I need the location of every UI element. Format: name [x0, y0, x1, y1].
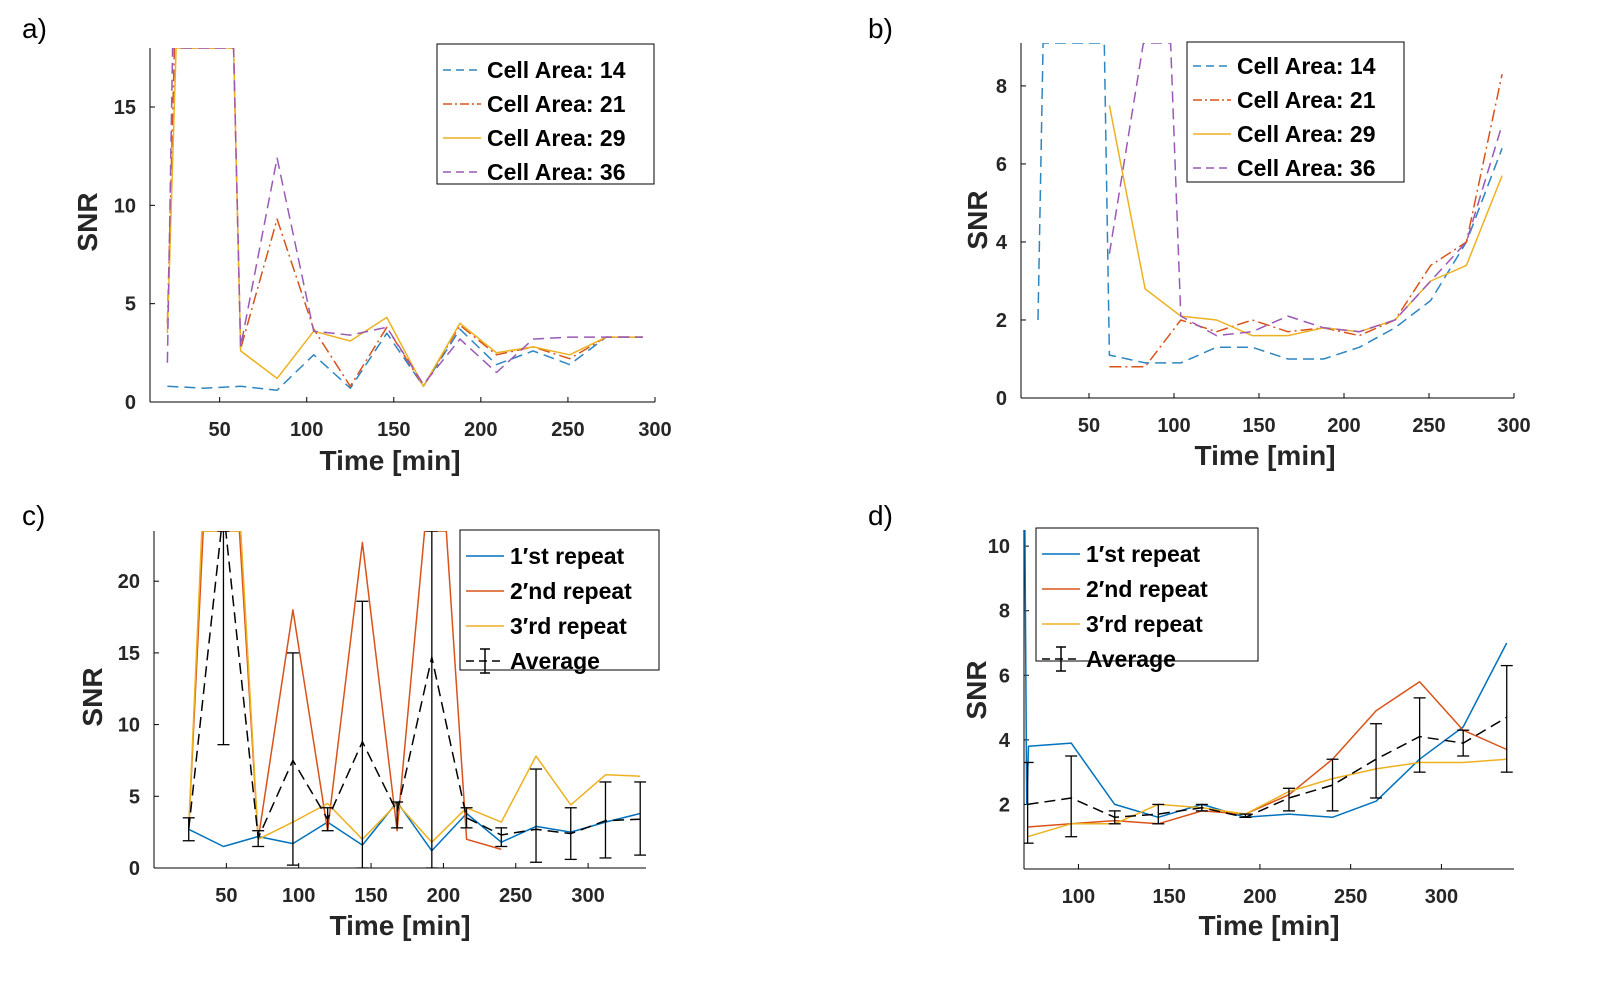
- panel-label: d): [868, 500, 893, 531]
- series-line-4: [1108, 43, 1503, 337]
- legend-label: 2′nd repeat: [510, 578, 632, 604]
- x-tick-label: 200: [1327, 415, 1360, 437]
- y-tick-label: 10: [114, 195, 136, 217]
- x-tick-label: 250: [1412, 415, 1445, 437]
- plot-area: [166, 48, 643, 391]
- y-tick-label: 4: [999, 730, 1011, 752]
- x-tick-label: 300: [1497, 415, 1530, 437]
- legend: 1′st repeat 2′nd repeat 3′rd repeat Average: [459, 529, 660, 674]
- series-line-4: [1027, 716, 1508, 819]
- y-tick-label: 4: [996, 232, 1008, 254]
- y-axis-label: SNR: [72, 192, 103, 251]
- plot-area: [182, 531, 646, 868]
- x-tick-label: 50: [1078, 415, 1100, 437]
- y-tick-label: 8: [996, 76, 1007, 98]
- x-tick-label: 100: [1157, 415, 1190, 437]
- x-tick-label: 300: [571, 885, 604, 907]
- x-tick-label: 200: [1243, 886, 1276, 908]
- x-axis-label: Time [min]: [1194, 440, 1335, 471]
- legend-label: Average: [510, 648, 600, 674]
- y-tick-label: 15: [118, 643, 140, 665]
- x-tick-label: 300: [1425, 886, 1458, 908]
- legend-label: Cell Area: 36: [487, 159, 626, 185]
- legend-label: Cell Area: 14: [1237, 53, 1376, 79]
- legend-label: 1′st repeat: [1086, 541, 1201, 567]
- legend-label: 3′rd repeat: [510, 613, 627, 639]
- legend-label: Average: [1086, 646, 1176, 672]
- legend-box: [436, 43, 655, 185]
- x-tick-label: 150: [1152, 886, 1185, 908]
- plot-area: [1024, 530, 1513, 844]
- x-axis-label: Time [min]: [1198, 910, 1339, 941]
- legend: Cell Area: 14 Cell Area: 21 Cell Area: 29 C…: [1186, 41, 1405, 183]
- chart-panel-c: c) 50 100 150 200 250 300 0 5 10 15 20 Time [min] SNR…: [22, 500, 660, 941]
- legend: Cell Area: 14 Cell Area: 21 Cell Area: 29 C…: [436, 43, 655, 185]
- legend: 1′st repeat 2′nd repeat 3′rd repeat Average: [1035, 527, 1259, 672]
- series-line-1: [167, 328, 643, 391]
- y-tick-label: 0: [996, 388, 1007, 410]
- legend-box: [459, 529, 660, 671]
- x-tick-label: 100: [282, 885, 315, 907]
- x-tick-label: 250: [551, 419, 584, 441]
- y-tick-label: 15: [114, 97, 136, 119]
- series-line-4: [187, 531, 641, 839]
- chart-panel-d: d) 100 150 200 250 300 2 4 6 8 10 Time [min] SNR 1′st…: [868, 500, 1514, 941]
- series-line-2: [1109, 74, 1503, 368]
- x-tick-label: 150: [354, 885, 387, 907]
- y-tick-label: 6: [996, 154, 1007, 176]
- plot-area: [1037, 43, 1503, 368]
- y-tick-label: 20: [118, 571, 140, 593]
- legend-label: Cell Area: 21: [1237, 87, 1376, 113]
- x-tick-label: 50: [209, 419, 231, 441]
- chart-panel-a: a) 50 100 150 200 250 300 0 5 10 15 Time [min] SNR Ce…: [22, 13, 672, 476]
- series-line-1: [188, 801, 641, 852]
- series-line-1: [1037, 43, 1503, 364]
- y-tick-label: 2: [996, 310, 1007, 332]
- y-axis-label: SNR: [77, 667, 108, 726]
- y-tick-label: 5: [129, 786, 140, 808]
- x-axis-label: Time [min]: [319, 445, 460, 476]
- y-tick-label: 10: [118, 715, 140, 737]
- series-line-3: [166, 48, 643, 388]
- x-tick-label: 100: [290, 419, 323, 441]
- legend-label: 3′rd repeat: [1086, 611, 1203, 637]
- legend-label: 2′nd repeat: [1086, 576, 1208, 602]
- panel-label: c): [22, 500, 45, 531]
- x-tick-label: 50: [215, 885, 237, 907]
- series-line-3: [1108, 105, 1503, 337]
- legend-label: Cell Area: 36: [1237, 155, 1376, 181]
- legend-label: 1′st repeat: [510, 543, 625, 569]
- x-tick-label: 200: [464, 419, 497, 441]
- y-tick-label: 0: [125, 392, 136, 414]
- legend-label: Cell Area: 29: [1237, 121, 1376, 147]
- legend-label: Cell Area: 21: [487, 91, 626, 117]
- legend-box: [1035, 527, 1259, 662]
- y-tick-label: 10: [988, 536, 1010, 558]
- series-line-3: [1027, 758, 1507, 838]
- y-axis-label: SNR: [961, 660, 992, 719]
- panel-label: b): [868, 13, 893, 44]
- chart-panel-b: b) 50 100 150 200 250 300 0 2 4 6 8 Time [min] SNR Cel…: [868, 13, 1531, 471]
- series-line-4: [166, 48, 643, 386]
- legend-label: Cell Area: 29: [487, 125, 626, 151]
- series-line-2: [187, 531, 502, 851]
- x-tick-label: 200: [427, 885, 460, 907]
- y-axis-label: SNR: [962, 190, 993, 249]
- x-tick-label: 250: [499, 885, 532, 907]
- x-tick-label: 150: [377, 419, 410, 441]
- series-line-2: [1027, 680, 1508, 828]
- y-tick-label: 0: [129, 858, 140, 880]
- panel-label: a): [22, 13, 47, 44]
- y-tick-label: 8: [999, 601, 1010, 623]
- y-tick-label: 5: [125, 294, 136, 316]
- x-tick-label: 300: [638, 419, 671, 441]
- y-tick-label: 2: [999, 794, 1010, 816]
- legend-label: Cell Area: 14: [487, 57, 626, 83]
- x-tick-label: 250: [1334, 886, 1367, 908]
- x-tick-label: 150: [1242, 415, 1275, 437]
- y-tick-label: 6: [999, 665, 1010, 687]
- x-axis-label: Time [min]: [329, 910, 470, 941]
- x-tick-label: 100: [1062, 886, 1095, 908]
